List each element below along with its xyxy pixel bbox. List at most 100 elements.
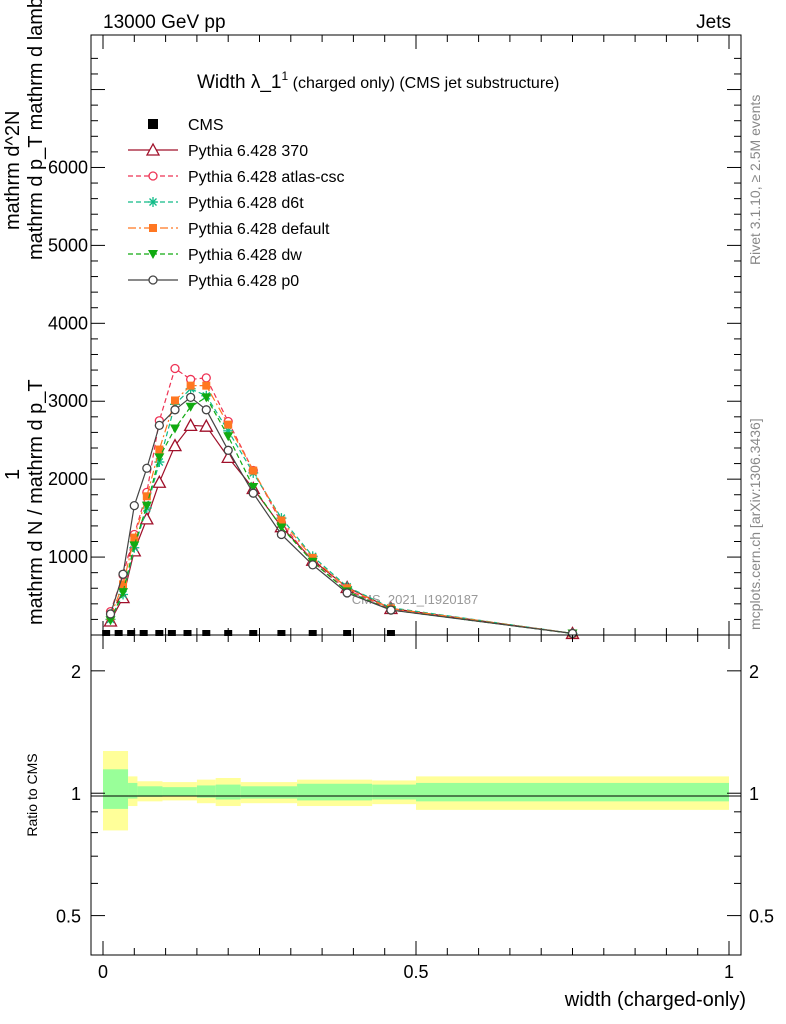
series-pythia-6-428-d6t <box>105 383 578 639</box>
series-line <box>109 396 573 635</box>
legend-entry: Pythia 6.428 d6t <box>128 195 304 212</box>
ratio-band-inner <box>162 787 197 796</box>
ratio-y-tick-label-left: 2 <box>71 662 81 682</box>
legend-entry: Pythia 6.428 p0 <box>128 273 299 290</box>
data-point-marker <box>149 224 157 232</box>
ylabel-numerator-denominator: mathrm d p_T mathrm d lambda <box>25 0 47 260</box>
data-point-marker <box>185 392 196 402</box>
data-point-marker <box>183 418 198 432</box>
cms-data-point <box>386 630 395 636</box>
data-point-marker <box>386 605 396 615</box>
legend-label: Pythia 6.428 d6t <box>188 195 304 212</box>
main-y-tick-label: 2000 <box>48 469 88 489</box>
legend-entry: Pythia 6.428 370 <box>128 142 308 160</box>
data-point-marker <box>142 463 152 473</box>
cms-data-point <box>224 630 233 636</box>
data-point-marker <box>145 142 161 156</box>
data-point-marker <box>130 533 139 542</box>
cms-data-point <box>277 630 286 636</box>
plot-title: Width λ_11 (charged only) (CMS jet subst… <box>197 69 559 93</box>
data-point-marker <box>276 529 287 540</box>
legend-entry: Pythia 6.428 dw <box>128 247 302 264</box>
mcplots-label: mcplots.cern.ch [arXiv:1306.3436] <box>747 418 763 630</box>
x-tick-label: 0.5 <box>403 962 428 982</box>
data-point-marker <box>155 445 164 454</box>
ratio-axis-ticks <box>91 635 741 955</box>
legend-entry: Pythia 6.428 default <box>128 221 330 238</box>
cms-data-point <box>167 630 176 636</box>
data-point-marker <box>129 500 139 511</box>
ratio-bands <box>103 751 729 831</box>
data-point-marker <box>141 501 152 511</box>
cms-data-point <box>183 630 192 636</box>
ratio-band-inner <box>128 782 138 799</box>
data-point-marker <box>248 488 258 498</box>
x-tick-label: 0 <box>98 962 108 982</box>
cms-data-point <box>139 630 148 636</box>
ratio-band-inner <box>137 786 163 797</box>
data-point-marker <box>118 569 128 579</box>
data-point-marker <box>170 405 180 415</box>
data-point-marker <box>199 418 214 432</box>
data-point-marker <box>308 560 318 570</box>
rivet-version-label: Rivet 3.1.10, ≥ 2.5M events <box>747 95 763 265</box>
data-point-marker <box>201 393 212 403</box>
data-point-marker <box>223 432 234 442</box>
ylabel-denominator: mathrm d N / mathrm d p_T <box>25 379 47 625</box>
data-point-marker <box>118 588 129 598</box>
x-tick-labels: 0 0.5 1 <box>98 962 734 982</box>
series-line <box>109 385 573 635</box>
data-point-marker <box>167 438 183 452</box>
cms-data-point <box>127 630 136 636</box>
ratio-y-axis-label: Ratio to CMS <box>24 753 40 836</box>
ratio-y-tick-label-right: 0.5 <box>749 907 774 927</box>
main-y-tick-label: 4000 <box>48 313 88 333</box>
data-point-marker <box>105 616 116 626</box>
series-line <box>109 424 573 635</box>
title-superscript: 1 <box>281 69 288 83</box>
legend: CMS Pythia 6.428 370 Pythia 6.428 atlas-cs… <box>128 117 345 290</box>
data-point-marker <box>148 197 158 207</box>
data-point-marker <box>249 466 258 475</box>
data-point-marker <box>248 482 259 492</box>
cms-data-layer <box>102 630 395 636</box>
legend-label: Pythia 6.428 default <box>188 221 330 238</box>
legend-entry: Pythia 6.428 atlas-csc <box>128 169 345 186</box>
ratio-panel: 0.5 0.5 1 1 2 2 Ratio to CMS <box>24 634 774 956</box>
legend-label: Pythia 6.428 dw <box>188 247 302 264</box>
ratio-y-tick-label-right: 2 <box>749 662 759 682</box>
cms-data-point <box>249 630 258 636</box>
ratio-band-inner <box>372 784 416 800</box>
series-layer <box>103 363 580 640</box>
data-point-marker <box>148 275 158 285</box>
ratio-y-tick-labels: 0.5 0.5 1 1 2 2 <box>56 662 774 927</box>
main-axis-ticks <box>91 35 741 636</box>
data-point-marker <box>105 609 116 619</box>
title-main: Width λ_1 <box>197 72 281 93</box>
cms-data-point <box>308 630 317 636</box>
ratio-y-tick-label-left: 1 <box>71 784 81 804</box>
series-pythia-6-428-default <box>106 381 577 638</box>
main-y-tick-label: 1000 <box>48 547 88 567</box>
header-left-label: 13000 GeV pp <box>103 12 226 33</box>
data-point-marker <box>170 396 179 405</box>
main-panel: 1000 2000 3000 4000 5000 6000 CMS_2021_I19201… <box>48 34 742 640</box>
x-axis-label: width (charged-only) <box>564 989 746 1011</box>
x-tick-label: 1 <box>724 962 734 982</box>
data-point-marker <box>186 381 195 390</box>
ratio-y-tick-label-right: 1 <box>749 784 759 804</box>
main-y-tick-label: 5000 <box>48 235 88 255</box>
main-y-tick-label: 6000 <box>48 157 88 177</box>
ratio-band-inner <box>215 784 241 800</box>
header-right-label: Jets <box>696 12 731 33</box>
legend-label: Pythia 6.428 370 <box>188 143 308 160</box>
ratio-y-tick-label-left: 0.5 <box>56 907 81 927</box>
cms-data-point <box>202 630 211 636</box>
data-point-marker <box>202 381 211 390</box>
ylabel-top: 1 <box>2 469 24 480</box>
data-point-marker <box>276 523 287 533</box>
main-y-axis-label: 1 mathrm d N / mathrm d p_T mathrm d^2N … <box>2 0 47 625</box>
data-point-marker <box>154 420 164 431</box>
analysis-watermark: CMS_2021_I1920187 <box>352 592 479 607</box>
